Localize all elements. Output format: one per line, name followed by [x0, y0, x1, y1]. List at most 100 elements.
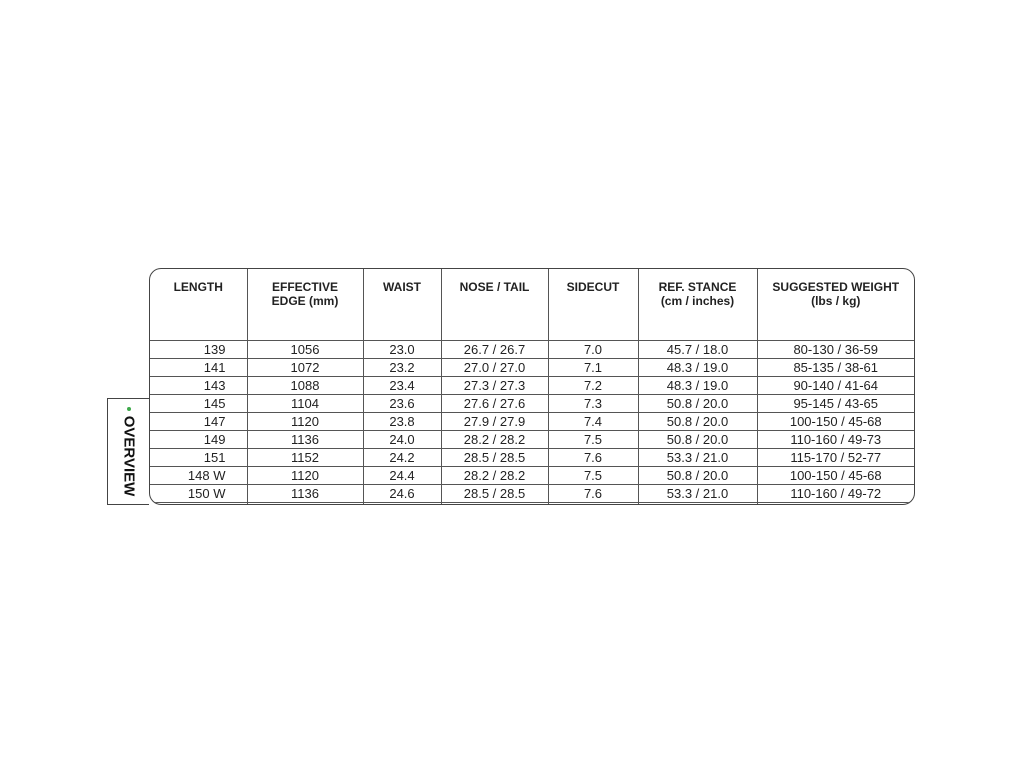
cell-sidecut: 7.6 [547, 448, 638, 467]
cell-length: 151 [150, 448, 247, 467]
cell-effective-edge: 1056 [246, 340, 363, 359]
overview-side-tab[interactable]: OVERVIEW [107, 398, 149, 505]
header-text: EDGE (mm) [271, 294, 339, 308]
cell-ref-stance: 50.8 / 20.0 [637, 430, 757, 449]
cell-suggested-weight: 85-135 / 38-61 [756, 358, 914, 377]
cell-effective-edge: 1152 [246, 448, 363, 467]
column-header-nose-tail: NOSE / TAIL [440, 269, 548, 341]
cell-nose-tail: 28.2 / 28.2 [440, 430, 548, 449]
table-row: 150 W 1136 24.6 28.5 / 28.5 7.6 53.3 / 21.0 11… [150, 484, 914, 503]
cell-length: 139 [150, 340, 247, 359]
cell-sidecut: 7.2 [547, 376, 638, 395]
cell-nose-tail: 27.9 / 27.9 [440, 412, 548, 431]
cell-suggested-weight: 90-140 / 41-64 [756, 376, 914, 395]
cell-nose-tail: 27.6 / 27.6 [440, 394, 548, 413]
column-header-suggested-weight: SUGGESTED WEIGHT (lbs / kg) [756, 269, 914, 341]
cell-nose-tail: 26.7 / 26.7 [440, 340, 548, 359]
cell-ref-stance: 48.3 / 19.0 [637, 376, 757, 395]
cell-ref-stance: 50.8 / 20.0 [637, 394, 757, 413]
header-text: REF. STANCE [658, 280, 737, 294]
cell-effective-edge: 1136 [246, 484, 363, 503]
header-text: EFFECTIVE [271, 280, 338, 294]
header-row: LENGTH EFFECTIVE EDGE (mm) WAIST NOSE / TAIL… [150, 269, 914, 341]
cell-effective-edge: 1120 [246, 466, 363, 485]
column-header-length: LENGTH [150, 269, 247, 341]
cell-suggested-weight: 110-160 / 49-72 [756, 484, 914, 503]
column-header-sidecut: SIDECUT [547, 269, 638, 341]
column-header-waist: WAIST [362, 269, 441, 341]
table-row: 141 1072 23.2 27.0 / 27.0 7.1 48.3 / 19.0 85-1… [150, 358, 914, 377]
cell-length: 145 [150, 394, 247, 413]
overview-tab-label: OVERVIEW [120, 415, 138, 497]
cell-sidecut: 7.5 [547, 430, 638, 449]
cell-effective-edge: 1136 [246, 430, 363, 449]
cell-waist: 23.2 [362, 358, 441, 377]
cell-ref-stance: 48.3 / 19.0 [637, 358, 757, 377]
cell-waist: 23.4 [362, 376, 441, 395]
cell-nose-tail: 28.8 / 28.8 [440, 502, 548, 504]
cell-suggested-weight: 100-150 / 45-68 [756, 466, 914, 485]
cell-waist: 24.6 [362, 484, 441, 503]
cell-effective-edge: 1152 [246, 502, 363, 504]
cell-ref-stance: 53.3 / 21.0 [637, 448, 757, 467]
cell-ref-stance: 50.8 / 20.0 [637, 466, 757, 485]
cell-length: 143 [150, 376, 247, 395]
cell-sidecut: 7.6 [547, 484, 638, 503]
cell-length: 150 W [150, 484, 247, 503]
table-row: 152 W115224.828.8 / 28.87.753.3 / 21.011… [150, 502, 914, 504]
cell-effective-edge: 1072 [246, 358, 363, 377]
cell-ref-stance: 50.8 / 20.0 [637, 412, 757, 431]
table-row: 147 1120 23.8 27.9 / 27.9 7.4 50.8 / 20.0 100-… [150, 412, 914, 431]
cell-ref-stance: 53.3 / 21.0 [637, 484, 757, 503]
column-header-effective-edge: EFFECTIVE EDGE (mm) [246, 269, 363, 341]
cell-suggested-weight: 100-150 / 45-68 [756, 412, 914, 431]
cell-nose-tail: 27.0 / 27.0 [440, 358, 548, 377]
cell-sidecut: 7.5 [547, 466, 638, 485]
header-text: SUGGESTED WEIGHT [772, 280, 900, 294]
spec-table: LENGTH EFFECTIVE EDGE (mm) WAIST NOSE / TAIL… [149, 268, 915, 505]
cell-waist: 24.0 [362, 430, 441, 449]
header-text: NOSE / TAIL [459, 280, 530, 294]
cell-sidecut: 7.0 [547, 340, 638, 359]
header-text: LENGTH [173, 280, 223, 294]
cell-waist: 23.8 [362, 412, 441, 431]
header-text: (cm / inches) [660, 294, 735, 308]
cell-waist: 23.0 [362, 340, 441, 359]
cell-waist: 24.2 [362, 448, 441, 467]
cell-sidecut: 7.3 [547, 394, 638, 413]
cell-length: 149 [150, 430, 247, 449]
table-row: 139 1056 23.0 26.7 / 26.7 7.0 45.7 / 18.0 80-1… [150, 340, 914, 359]
cell-effective-edge: 1120 [246, 412, 363, 431]
column-header-ref-stance: REF. STANCE (cm / inches) [637, 269, 757, 341]
cell-effective-edge: 1088 [246, 376, 363, 395]
green-dot-icon [127, 407, 131, 411]
table-row: 143 1088 23.4 27.3 / 27.3 7.2 48.3 / 19.0 90-1… [150, 376, 914, 395]
header-text: (lbs / kg) [811, 294, 861, 308]
table-row: 151 1152 24.2 28.5 / 28.5 7.6 53.3 / 21.0 115-… [150, 448, 914, 467]
cell-waist: 24.4 [362, 466, 441, 485]
cell-length: 141 [150, 358, 247, 377]
table-row: 148 W 1120 24.4 28.2 / 28.2 7.5 50.8 / 20.0 10… [150, 466, 914, 485]
cell-waist: 24.8 [362, 502, 441, 504]
table-row: 145 1104 23.6 27.6 / 27.6 7.3 50.8 / 20.0 95-1… [150, 394, 914, 413]
cell-suggested-weight: 115-170 / 52-77 [756, 448, 914, 467]
cell-sidecut: 7.7 [547, 502, 638, 504]
cell-nose-tail: 28.5 / 28.5 [440, 448, 548, 467]
cell-length: 147 [150, 412, 247, 431]
cell-effective-edge: 1104 [246, 394, 363, 413]
header-text: WAIST [383, 280, 421, 294]
cell-length: 152 W [150, 502, 247, 504]
cell-nose-tail: 28.2 / 28.2 [440, 466, 548, 485]
cell-waist: 23.6 [362, 394, 441, 413]
cell-sidecut: 7.1 [547, 358, 638, 377]
cell-suggested-weight: 80-130 / 36-59 [756, 340, 914, 359]
table-row: 149 1136 24.0 28.2 / 28.2 7.5 50.8 / 20.0 110-… [150, 430, 914, 449]
cell-sidecut: 7.4 [547, 412, 638, 431]
cell-length: 148 W [150, 466, 247, 485]
cell-suggested-weight: 110-160 / 49-73 [756, 430, 914, 449]
header-text: SIDECUT [566, 280, 620, 294]
cell-ref-stance: 53.3 / 21.0 [637, 502, 757, 504]
cell-ref-stance: 45.7 / 18.0 [637, 340, 757, 359]
cell-suggested-weight: 115-175 / 52-79 [756, 502, 914, 504]
cell-nose-tail: 27.3 / 27.3 [440, 376, 548, 395]
